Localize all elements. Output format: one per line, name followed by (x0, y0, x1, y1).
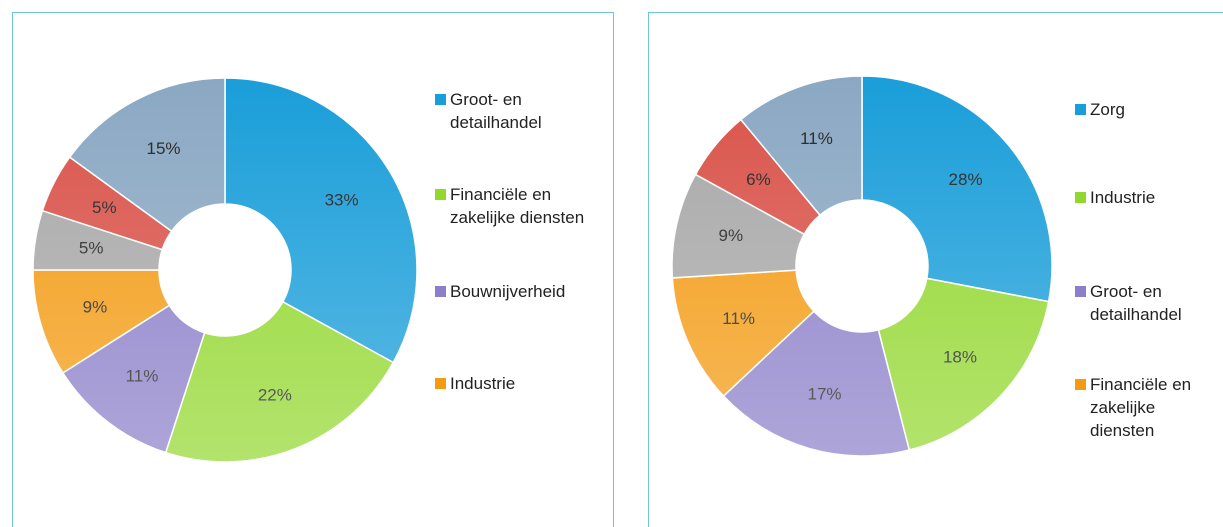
legend-swatch (1075, 379, 1086, 390)
legend-item: Industrie (1075, 186, 1223, 209)
legend-label: Zorg (1090, 100, 1125, 119)
data-label: 15% (146, 139, 180, 158)
donut-hole (796, 200, 928, 332)
legend-label: Bouwnijverheid (450, 282, 566, 301)
legend-swatch (1075, 286, 1086, 297)
data-label: 5% (79, 238, 104, 257)
data-label: 28% (949, 170, 983, 189)
legend-swatch (1075, 104, 1086, 115)
data-label: 11% (126, 367, 159, 386)
legend-item: Groot- en detailhandel (1075, 280, 1223, 326)
donut-hole (159, 204, 291, 336)
legend-label: Groot- en detailhandel (1090, 282, 1182, 324)
legend-item: Financiële en zakelijke diensten (1075, 373, 1223, 442)
legend-item: Zorg (1075, 98, 1223, 121)
data-label: 33% (325, 191, 359, 210)
data-label: 17% (807, 385, 841, 404)
data-label: 11% (800, 129, 833, 148)
legend-label: Financiële en zakelijke diensten (1090, 375, 1192, 440)
legend-item: Industrie (435, 372, 610, 395)
panel (12, 12, 614, 527)
legend-swatch (435, 94, 446, 105)
data-label: 9% (719, 226, 744, 245)
legend-label: Industrie (450, 374, 516, 393)
legend-item: Bouwnijverheid (435, 280, 610, 303)
legend-label: Industrie (1090, 188, 1156, 207)
legend-swatch (1075, 192, 1086, 203)
data-label: 6% (746, 170, 771, 189)
panel (648, 12, 1223, 527)
legend-item: Groot- en detailhandel (435, 88, 610, 134)
data-label: 11% (722, 309, 755, 328)
legend-swatch (435, 189, 446, 200)
data-label: 5% (92, 198, 117, 217)
data-label: 22% (258, 385, 292, 404)
legend-label: Groot- en detailhandel (450, 90, 542, 132)
legend-swatch (435, 378, 446, 389)
legend-label: Financiële en zakelijke diensten (450, 185, 585, 227)
legend-swatch (435, 286, 446, 297)
data-label: 18% (943, 347, 977, 366)
legend-item: Financiële en zakelijke diensten (435, 183, 610, 229)
data-label: 9% (83, 297, 108, 316)
